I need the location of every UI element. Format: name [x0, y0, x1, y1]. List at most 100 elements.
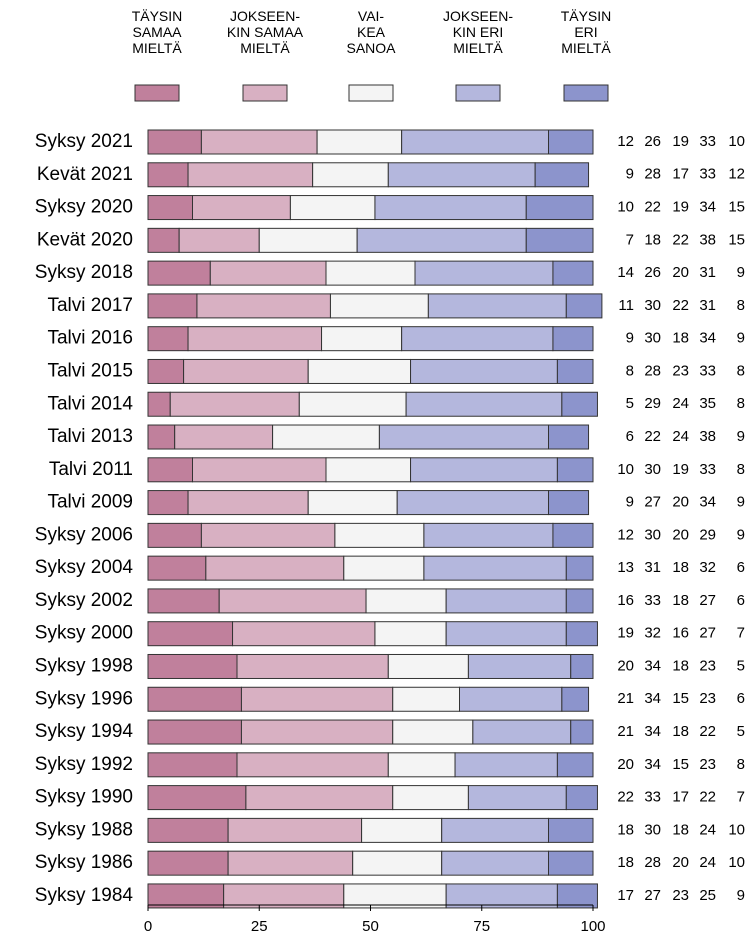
y-tick-label: Syksy 2000	[35, 623, 133, 644]
bar-segment	[410, 457, 558, 483]
bar-segment	[196, 293, 331, 319]
value-label: 22	[672, 297, 689, 314]
x-tick-label: 25	[251, 918, 268, 935]
bar-segment	[147, 260, 211, 286]
value-label: 22	[617, 789, 634, 806]
bar-segment	[401, 326, 554, 352]
value-label: 33	[699, 166, 716, 183]
bar-segment	[240, 719, 394, 745]
legend-swatch	[134, 84, 180, 102]
bar-segment	[316, 129, 403, 155]
bar-segment	[570, 653, 594, 679]
x-tick-label: 0	[144, 918, 152, 935]
bar-segment	[240, 686, 394, 712]
value-label: 33	[699, 362, 716, 379]
value-label: 29	[644, 395, 661, 412]
value-label: 15	[728, 231, 745, 248]
bar-segment	[427, 293, 567, 319]
bar-segment	[445, 621, 567, 647]
value-label: 30	[644, 526, 661, 543]
legend-swatch	[242, 84, 288, 102]
value-label: 33	[699, 133, 716, 150]
value-label: 5	[737, 723, 745, 740]
bar-segment	[548, 850, 594, 876]
y-tick-label: Syksy 1986	[35, 852, 133, 873]
value-label: 27	[699, 625, 716, 642]
value-label: 35	[699, 395, 716, 412]
value-label: 15	[672, 756, 689, 773]
y-tick-label: Syksy 2018	[35, 262, 133, 283]
bar-segment	[556, 752, 594, 778]
value-label: 20	[617, 756, 634, 773]
y-tick-label: Talvi 2015	[47, 360, 133, 381]
bar-segment	[147, 686, 242, 712]
y-tick-label: Talvi 2013	[47, 426, 133, 447]
value-label: 9	[737, 330, 745, 347]
value-label: 9	[626, 330, 634, 347]
bar-segment	[147, 817, 229, 843]
bar-segment	[352, 850, 443, 876]
value-label: 9	[737, 264, 745, 281]
bar-segment	[289, 195, 376, 221]
value-label: 27	[644, 494, 661, 511]
bar-segment	[147, 424, 176, 450]
value-label: 10	[617, 199, 634, 216]
bar-segment	[454, 752, 558, 778]
value-label: 5	[626, 395, 634, 412]
value-label: 9	[737, 494, 745, 511]
value-label: 8	[737, 461, 745, 478]
value-label: 24	[672, 428, 689, 445]
value-label: 18	[644, 231, 661, 248]
bar-segment	[552, 260, 594, 286]
value-label: 19	[672, 461, 689, 478]
legend-label: VAI- KEA SANOA	[346, 8, 396, 56]
x-tick-label: 100	[580, 918, 605, 935]
bar-segment	[401, 129, 549, 155]
bar-segment	[445, 883, 558, 909]
bar-segment	[441, 817, 550, 843]
bar-segment	[556, 883, 598, 909]
value-label: 17	[617, 887, 634, 904]
bar-segment	[187, 490, 309, 516]
value-label: 17	[672, 789, 689, 806]
value-label: 27	[644, 887, 661, 904]
value-label: 8	[737, 362, 745, 379]
bar-segment	[325, 260, 416, 286]
bar-segment	[307, 358, 412, 384]
value-label: 15	[728, 199, 745, 216]
bar-segment	[147, 555, 207, 581]
bar-segment	[147, 621, 234, 647]
y-tick-label: Talvi 2017	[47, 295, 133, 316]
y-tick-label: Talvi 2011	[49, 459, 133, 480]
value-label: 14	[617, 264, 634, 281]
value-label: 30	[644, 330, 661, 347]
bar-segment	[272, 424, 380, 450]
bar-segment	[147, 391, 171, 417]
bar-segment	[147, 785, 247, 811]
bar-segment	[321, 326, 403, 352]
value-label: 28	[644, 854, 661, 871]
value-label: 33	[699, 461, 716, 478]
y-tick-label: Talvi 2014	[47, 393, 133, 414]
value-label: 5	[737, 657, 745, 674]
y-tick-label: Talvi 2016	[47, 328, 133, 349]
value-label: 34	[644, 690, 661, 707]
value-label: 18	[672, 821, 689, 838]
bar-segment	[548, 817, 594, 843]
bar-segment	[147, 588, 220, 614]
value-label: 32	[699, 559, 716, 576]
legend-swatch	[563, 84, 609, 102]
bar-segment	[325, 457, 412, 483]
bar-segment	[423, 555, 567, 581]
bar-segment	[374, 621, 447, 647]
value-label: 18	[672, 330, 689, 347]
bar-segment	[258, 227, 358, 253]
bar-segment	[192, 195, 291, 221]
bar-segment	[334, 522, 425, 548]
bar-segment	[552, 326, 594, 352]
value-label: 15	[672, 690, 689, 707]
y-tick-label: Syksy 1990	[35, 787, 133, 808]
bar-segment	[361, 817, 443, 843]
bar-segment	[343, 883, 447, 909]
bar-segment	[187, 326, 323, 352]
